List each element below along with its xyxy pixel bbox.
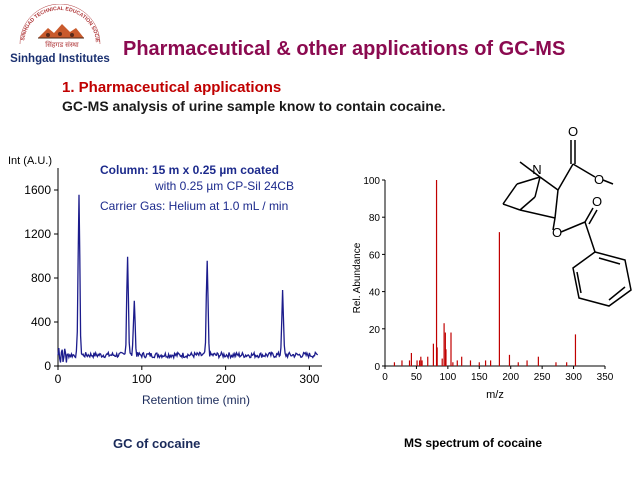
gc-ytick-label: 0 [44,359,51,373]
gc-axes: 0 400 800 1200 1600 0 100 200 300 [24,168,322,386]
atom-label: O [592,194,602,209]
gc-xtick-label: 300 [299,372,319,386]
ms-bars [393,180,577,366]
gc-annotation-coating: with 0.25 µm CP-Sil 24CB [154,179,294,193]
gc-xlabel: Retention time (min) [142,393,250,407]
ms-xtick-label: 350 [597,372,614,383]
gc-ylabel: Int (A.U.) [8,155,52,167]
gc-caption: GC of cocaine [113,436,201,451]
cocaine-structure: O O N O O [502,124,632,307]
gc-ytick-label: 1200 [24,227,51,241]
ms-xtick-label: 300 [565,372,582,383]
sinhgad-logo: SINHGAD TECHNICAL EDUCATION SOCIETY, PUN… [4,4,110,65]
ms-ytick-label: 60 [369,250,381,261]
gc-xtick-label: 200 [216,372,236,386]
page-title: Pharmaceutical & other applications of G… [123,38,566,60]
gc-annotation-carrier: Carrier Gas: Helium at 1.0 mL / min [100,199,288,213]
logo-name: Sinhgad Institutes [10,53,110,65]
atom-label: N [532,162,541,177]
ms-ytick-label: 20 [369,325,381,336]
ms-xtick-label: 50 [411,372,423,383]
logo-devanagari: सिंहगड संस्था [45,40,79,49]
ms-caption: MS spectrum of cocaine [404,436,543,450]
gc-xtick-label: 0 [55,372,62,386]
gc-xtick-label: 100 [132,372,152,386]
gc-ytick-label: 800 [31,271,51,285]
mountain-icon [38,24,84,38]
section-subtitle: GC-MS analysis of urine sample know to c… [62,98,446,114]
ms-xtick-label: 200 [502,372,519,383]
gc-chart: Int (A.U.) 0 400 800 1200 1600 0 100 200 300 Col… [8,155,322,407]
ms-axes: 0 20 40 60 80 100 0 50 100 150 200 250 300 350 [363,176,613,383]
ms-ytick-label: 40 [369,288,381,299]
ms-xtick-label: 150 [471,372,488,383]
ms-xlabel: m/z [486,389,504,401]
ms-xtick-label: 100 [440,372,457,383]
ms-xtick-label: 0 [382,372,388,383]
ms-ytick-label: 0 [374,362,380,373]
atom-label: O [568,124,578,139]
ms-ytick-label: 80 [369,213,381,224]
molecule-bonds [502,140,632,307]
gc-ytick-label: 400 [31,315,51,329]
ms-xtick-label: 250 [534,372,551,383]
gc-annotation-column: Column: 15 m x 0.25 µm coated [100,163,279,177]
gc-ytick-label: 1600 [24,183,51,197]
atom-label: O [594,172,604,187]
gc-trace [57,194,319,363]
atom-label: O [552,225,562,240]
ms-chart: 0 20 40 60 80 100 0 50 100 150 200 250 300 350 Rel. A… [352,176,614,401]
section-heading: 1. Pharmaceutical applications [62,79,282,96]
ms-ylabel: Rel. Abundance [352,242,363,313]
ms-ytick-label: 100 [363,176,380,187]
